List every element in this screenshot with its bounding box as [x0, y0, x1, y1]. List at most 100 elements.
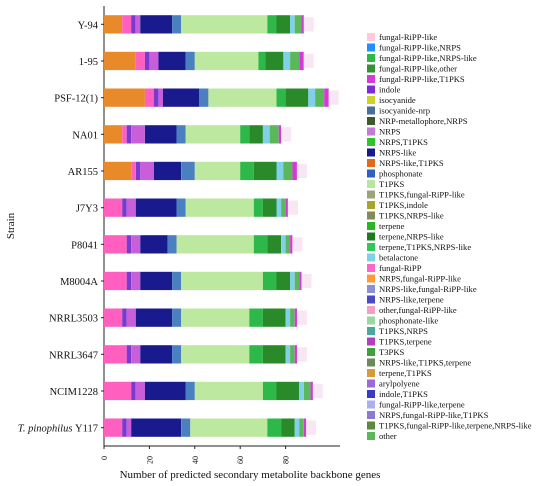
- bar-segment: [299, 418, 304, 437]
- bar-segment: [135, 198, 177, 217]
- bar-segment: [126, 308, 136, 327]
- legend-entry-label: fungal-RiPP-like,NRPS-like: [379, 53, 477, 63]
- bar-segment: [135, 161, 141, 181]
- bar-segment: [144, 88, 154, 107]
- legend-swatch: [367, 54, 375, 62]
- bar-segment: [281, 198, 286, 217]
- bar-segment: [258, 51, 266, 71]
- legend-swatch: [367, 411, 375, 419]
- y-tick-label: AR155: [68, 167, 98, 178]
- legend-entry-label: T1PKS,NRPS: [379, 326, 428, 336]
- bar-segment: [140, 235, 168, 254]
- bar-segment: [131, 345, 141, 364]
- bar-segment: [303, 381, 311, 401]
- bar-segment: [262, 271, 277, 291]
- bar-segment: [163, 88, 200, 107]
- bar-segment: [276, 381, 300, 401]
- bar-segment: [153, 161, 182, 181]
- legend-entry-label: terpene,T1PKS,NRPS-like: [379, 242, 471, 252]
- legend-swatch: [367, 400, 375, 409]
- bar-segment: [267, 15, 277, 34]
- bar-segment: [181, 308, 250, 327]
- legend-swatch: [367, 33, 375, 41]
- legend-swatch: [367, 316, 375, 325]
- bar-segment: [240, 125, 250, 144]
- bar-segment: [262, 198, 277, 217]
- bar-segment: [283, 51, 291, 71]
- bar-segment: [126, 235, 132, 254]
- bar-segment: [122, 198, 127, 217]
- bar-segment: [301, 15, 304, 34]
- legend-swatch: [367, 127, 375, 136]
- bar-segment: [292, 161, 297, 181]
- bar-segment: [262, 381, 277, 401]
- y-tick-label: NRRL3647: [49, 350, 98, 361]
- bar-segment: [253, 161, 277, 181]
- bar-halo: [296, 163, 307, 179]
- legend-swatch: [367, 274, 375, 283]
- bar-segment: [104, 161, 132, 181]
- bar-segment: [176, 125, 186, 144]
- bar-segment: [276, 198, 281, 217]
- legend-swatch: [367, 117, 375, 125]
- bar-segment: [131, 271, 141, 291]
- bar-segment: [299, 51, 304, 71]
- bar-segment: [249, 345, 263, 364]
- bar-segment: [285, 345, 291, 364]
- legend-entry-label: T1PKS,indole: [379, 200, 428, 210]
- bar-segment: [176, 198, 186, 217]
- legend-swatch: [367, 327, 375, 335]
- legend-swatch: [367, 180, 375, 188]
- legend-entry-label: fungal-RiPP-like: [379, 32, 437, 42]
- bar-segment: [290, 271, 295, 291]
- legend-swatch: [367, 75, 375, 83]
- bar-segment: [285, 235, 291, 254]
- bar-segment: [181, 15, 268, 34]
- legend-swatch: [367, 232, 375, 241]
- x-tick-label: 20: [145, 456, 154, 464]
- bar-segment: [185, 198, 254, 217]
- legend-entry-label: indole,T1PKS: [379, 389, 428, 399]
- bar-segment: [140, 15, 173, 34]
- bar-segment: [324, 88, 329, 107]
- legend-swatch: [367, 85, 375, 94]
- legend-swatch: [367, 138, 375, 146]
- bar-segment: [276, 161, 284, 181]
- bar-segment: [303, 418, 307, 437]
- bar-segment: [131, 418, 182, 437]
- legend-swatch: [367, 243, 375, 251]
- legend-swatch: [367, 159, 375, 167]
- bar-segment: [276, 271, 291, 291]
- legend-entry-label: terpene,NRPS-like: [379, 232, 444, 242]
- bar-segment: [269, 125, 279, 144]
- legend-entry-label: fungal-RiPP-like,NRPS: [379, 43, 461, 53]
- bar-segment: [290, 15, 295, 34]
- legend-entry-label: other,fungal-RiPP-like: [379, 305, 457, 315]
- bar-segment: [276, 88, 286, 107]
- legend-entry-label: NRPS: [379, 127, 401, 137]
- legend-swatch: [367, 348, 375, 356]
- legend-entry-label: fungal-RiPP-like,terpene: [379, 400, 465, 410]
- bar-halo: [281, 127, 292, 142]
- y-tick-label: NA01: [72, 130, 98, 141]
- bar-segment: [285, 198, 288, 217]
- bar-segment: [308, 88, 316, 107]
- bar-segment: [104, 88, 145, 107]
- bar-segment: [276, 15, 291, 34]
- bar-halo: [292, 237, 303, 252]
- bar-segment: [185, 51, 195, 71]
- legend-entry-label: isocyanide: [379, 95, 416, 105]
- bar-segment: [104, 308, 123, 327]
- bar-segment: [122, 15, 132, 34]
- bar-segment: [135, 381, 145, 401]
- bar-segment: [249, 125, 263, 144]
- legend-entry-label: NRPS,fungal-RiPP-like,T1PKS: [379, 410, 489, 420]
- legend-swatch: [367, 285, 375, 293]
- legend-entry-label: terpene: [379, 221, 404, 231]
- legend-entry-label: terpene,T1PKS: [379, 368, 432, 378]
- legend-entry-label: T1PKS: [379, 179, 405, 189]
- bar-segment: [253, 235, 268, 254]
- bar-segment: [135, 308, 173, 327]
- bar-segment: [185, 125, 241, 144]
